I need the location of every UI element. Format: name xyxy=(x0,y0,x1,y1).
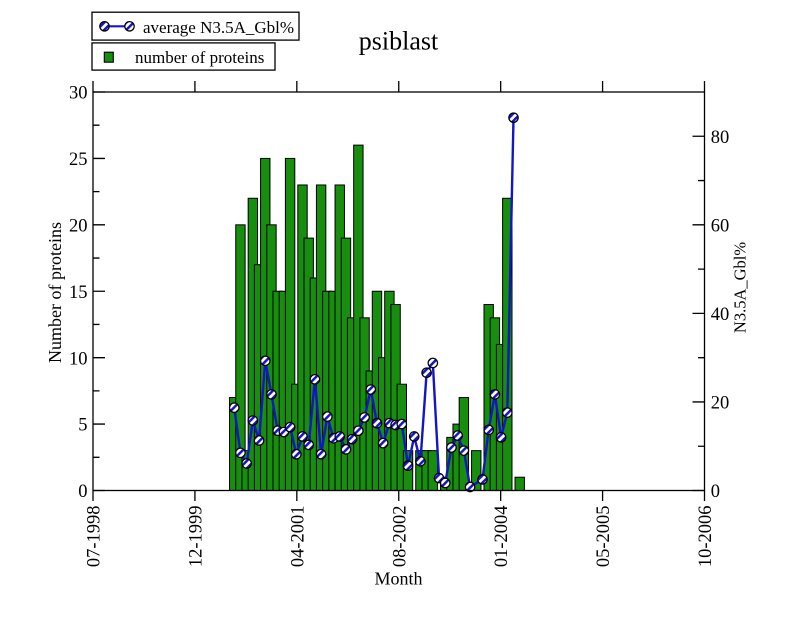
svg-text:80: 80 xyxy=(711,128,730,148)
svg-text:01-2004: 01-2004 xyxy=(492,506,512,568)
svg-text:N3.5A_Gbl%: N3.5A_Gbl% xyxy=(731,242,750,333)
svg-text:20: 20 xyxy=(69,216,88,236)
svg-text:psiblast: psiblast xyxy=(359,27,439,56)
svg-text:average N3.5A_Gbl%: average N3.5A_Gbl% xyxy=(143,18,294,37)
svg-text:Number of proteins: Number of proteins xyxy=(45,222,65,363)
svg-text:number of proteins: number of proteins xyxy=(135,48,264,67)
svg-text:20: 20 xyxy=(711,394,730,414)
svg-text:10-2006: 10-2006 xyxy=(696,506,716,568)
svg-text:0: 0 xyxy=(711,482,720,502)
svg-text:15: 15 xyxy=(69,283,88,303)
svg-text:04-2001: 04-2001 xyxy=(288,506,308,568)
svg-text:60: 60 xyxy=(711,216,730,236)
svg-text:40: 40 xyxy=(711,305,730,325)
svg-text:05-2005: 05-2005 xyxy=(594,506,614,568)
svg-text:0: 0 xyxy=(78,482,87,502)
svg-text:5: 5 xyxy=(78,416,87,436)
svg-text:07-1998: 07-1998 xyxy=(85,506,105,568)
svg-text:25: 25 xyxy=(69,150,88,170)
svg-text:30: 30 xyxy=(69,84,88,104)
svg-text:10: 10 xyxy=(69,349,88,369)
svg-text:08-2002: 08-2002 xyxy=(390,506,410,568)
svg-text:Month: Month xyxy=(374,569,422,589)
svg-text:12-1999: 12-1999 xyxy=(186,506,206,568)
